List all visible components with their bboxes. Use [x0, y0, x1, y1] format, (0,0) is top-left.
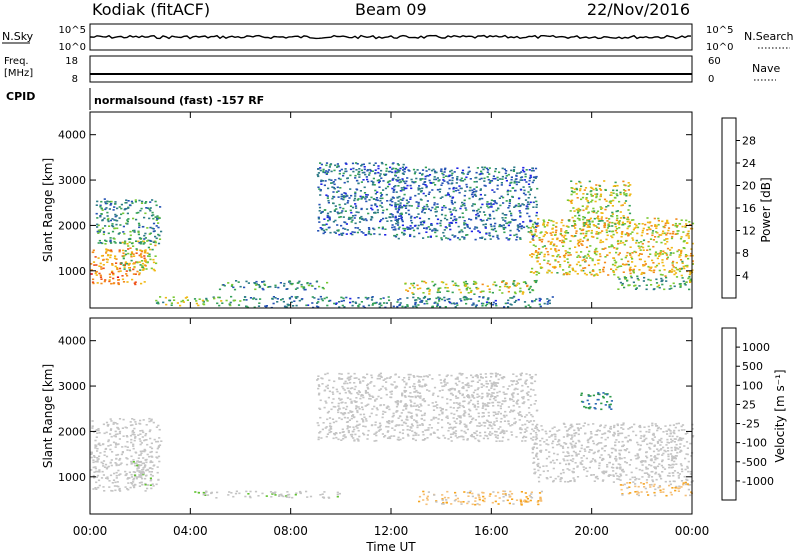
velocity-echo-region	[418, 490, 543, 506]
power-heatmap	[90, 161, 695, 309]
nsky-label: N.Sky	[2, 30, 34, 43]
noise-tick-high-right: 10^5	[706, 25, 733, 36]
power-colorbar-label: Power [dB]	[759, 177, 773, 242]
noise-tick-high-left: 10^5	[59, 25, 86, 36]
power-y-axis: 1000 2000 3000 4000	[58, 129, 692, 278]
y-tick-label: 2000	[58, 219, 86, 232]
x-tick-label: 00:00	[73, 524, 108, 538]
time-axis: 00:00 04:00 08:00 12:00 16:00 20:00 00:00	[73, 112, 710, 538]
velocity-colorbar-label: Velocity [m s⁻¹]	[773, 369, 787, 462]
power-echo-region	[566, 180, 632, 227]
y-tick-label: 1000	[58, 471, 86, 484]
x-axis-label: Time UT	[365, 540, 416, 554]
power-echo-region	[95, 198, 163, 245]
velocity-colorbar: 1000 500 100 25 -25 -100 -500 -1000	[721, 327, 774, 501]
velocity-echo-region	[316, 372, 539, 443]
colorbar-tick-label: 20	[742, 180, 756, 193]
velocity-echo-region	[90, 417, 163, 492]
colorbar-tick-label: 8	[742, 247, 749, 260]
velocity-y-label: Slant Range [km]	[41, 364, 55, 468]
date-title: 22/Nov/2016	[587, 0, 690, 19]
noise-tick-low-left: 10^0	[59, 42, 86, 53]
power-echo-region	[404, 279, 538, 295]
cpid-label: CPID	[6, 90, 35, 103]
x-tick-label: 20:00	[574, 524, 609, 538]
velocity-echo-region	[130, 459, 152, 486]
power-echo-region	[90, 248, 148, 286]
freq-tick-high: 18	[65, 56, 78, 67]
noise-tick-low-right: 10^0	[706, 42, 733, 53]
nave-label: Nave	[752, 62, 780, 75]
power-echo-region	[617, 275, 693, 291]
power-echo-region	[218, 280, 329, 291]
colorbar-tick-label: 12	[742, 225, 756, 238]
velocity-echo-region	[580, 392, 613, 411]
power-echo-region	[391, 166, 539, 241]
x-tick-label: 08:00	[273, 524, 308, 538]
colorbar-tick-label: 25	[742, 398, 756, 411]
colorbar-tick-label: 500	[742, 360, 763, 373]
velocity-echo-region	[194, 490, 341, 499]
velocity-panel-frame	[89, 317, 693, 515]
x-tick-label: 12:00	[374, 524, 409, 538]
x-tick-label: 04:00	[173, 524, 208, 538]
x-tick-label: 00:00	[675, 524, 710, 538]
colorbar-tick-label: 28	[742, 135, 756, 148]
freq-label-1: Freq.	[4, 56, 29, 67]
y-tick-label: 1000	[58, 265, 86, 278]
colorbar-tick-label: -100	[742, 437, 767, 450]
colorbar-tick-label: -500	[742, 456, 767, 469]
freq-tick-low: 8	[72, 74, 78, 85]
noise-trace	[90, 34, 692, 40]
station-title: Kodiak (fitACF)	[92, 0, 210, 19]
colorbar-tick-label: 24	[742, 157, 756, 170]
x-tick-label: 16:00	[474, 524, 509, 538]
power-y-label: Slant Range [km]	[41, 158, 55, 262]
y-tick-label: 3000	[58, 174, 86, 187]
power-echo-region	[120, 239, 158, 272]
power-echo-region	[243, 295, 554, 309]
beam-title: Beam 09	[355, 0, 427, 19]
colorbar-tick-label: 16	[742, 202, 756, 215]
colorbar-tick-label: 1000	[742, 341, 770, 354]
y-tick-label: 3000	[58, 380, 86, 393]
colorbar-tick-label: 100	[742, 379, 763, 392]
velocity-echo-region	[531, 422, 695, 483]
power-echo-region	[155, 295, 242, 307]
freq-label-2: [MHz]	[4, 68, 33, 79]
power-panel-frame	[89, 111, 693, 309]
cpid-text: normalsound (fast) -157 RF	[94, 94, 264, 107]
velocity-heatmap	[90, 372, 695, 506]
power-colorbar: 4 8 12 16 20 24 28	[721, 117, 756, 299]
nave-tick-low: 0	[708, 74, 714, 85]
nsearch-label: N.Search	[744, 30, 794, 43]
velocity-echo-region	[619, 481, 693, 497]
freq-panel	[89, 55, 693, 83]
y-tick-label: 4000	[58, 335, 86, 348]
y-tick-label: 2000	[58, 425, 86, 438]
velocity-y-axis: 1000 2000 3000 4000	[58, 335, 692, 484]
colorbar-tick-label: -25	[742, 418, 760, 431]
power-echo-region	[316, 161, 406, 236]
nave-tick-high: 60	[708, 56, 721, 67]
colorbar-tick-label: -1000	[742, 475, 774, 488]
colorbar-tick-label: 4	[742, 270, 749, 283]
y-tick-label: 4000	[58, 129, 86, 142]
